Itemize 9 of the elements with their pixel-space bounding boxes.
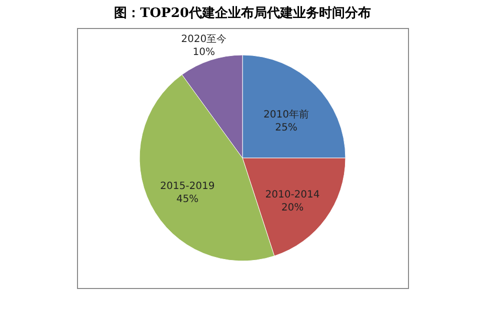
chart-title: 图：TOP20代建企业布局代建业务时间分布 [114, 6, 371, 21]
data-label: 45% [176, 194, 199, 206]
data-label: 20% [281, 202, 304, 214]
slice-label: 2020至今 [181, 33, 227, 46]
data-label: 25% [275, 122, 298, 134]
slice-label: 2010-2014 [265, 189, 320, 200]
slice-label: 2010年前 [263, 108, 309, 120]
slice-label: 2015-2019 [160, 181, 215, 192]
data-label: 10% [192, 47, 215, 58]
